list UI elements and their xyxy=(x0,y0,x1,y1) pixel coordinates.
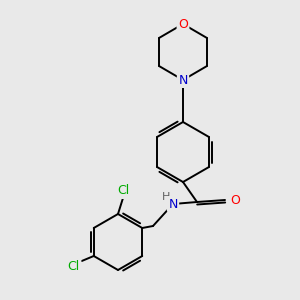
Text: Cl: Cl xyxy=(68,260,80,274)
Text: H: H xyxy=(162,192,170,202)
Text: Cl: Cl xyxy=(117,184,129,197)
Text: N: N xyxy=(178,74,188,86)
Text: O: O xyxy=(230,194,240,206)
Text: O: O xyxy=(178,17,188,31)
Text: N: N xyxy=(168,197,178,211)
